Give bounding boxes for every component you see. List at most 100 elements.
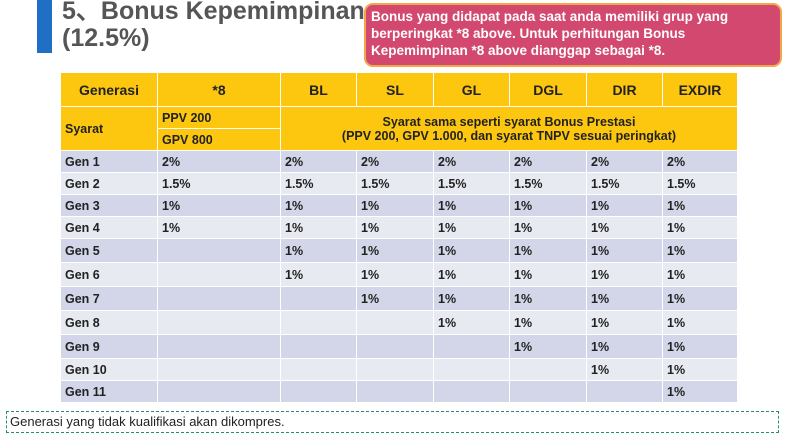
table-row: Gen 2 1.5% 1.5% 1.5% 1.5% 1.5% 1.5% 1.5% [60, 172, 738, 195]
column-header: DIR [586, 72, 663, 107]
table-cell: 1% [662, 262, 738, 287]
table-cell: 1% [509, 194, 587, 217]
row-label: Gen 2 [60, 172, 158, 195]
table-cell [157, 358, 281, 381]
table-cell: 1% [662, 380, 738, 403]
table-cell: 1.5% [280, 172, 357, 195]
column-header: GL [433, 72, 510, 107]
syarat-gpv: GPV 800 [157, 128, 281, 151]
table-cell: 1% [280, 194, 357, 217]
table-cell [280, 286, 357, 311]
table-cell: 2% [356, 150, 434, 173]
table-cell: 1% [662, 216, 738, 239]
table-cell: 2% [157, 150, 281, 173]
row-label: Gen 6 [60, 262, 158, 287]
table-row: Gen 8 1% 1% 1% 1% [60, 310, 738, 335]
table-cell: 1% [509, 238, 587, 263]
table-cell: 1% [433, 310, 510, 335]
footer-note: Generasi yang tidak kualifikasi akan dik… [6, 411, 779, 433]
table-cell: 1.5% [662, 172, 738, 195]
table-cell [280, 380, 357, 403]
title-accent-bar [37, 0, 52, 53]
table-cell: 1% [662, 286, 738, 311]
table-cell: 1% [509, 286, 587, 311]
table-cell [433, 380, 510, 403]
table-cell: 1% [509, 216, 587, 239]
table-cell: 2% [280, 150, 357, 173]
table-cell: 1.5% [586, 172, 663, 195]
table-cell: 1% [586, 216, 663, 239]
table-row: Gen 5 1% 1% 1% 1% 1% 1% [60, 238, 738, 263]
table-cell: 1% [433, 238, 510, 263]
table-cell [586, 380, 663, 403]
table-cell: 1% [356, 238, 434, 263]
syarat-label: Syarat [60, 106, 158, 151]
table-cell: 1% [356, 216, 434, 239]
table-cell: 1% [586, 286, 663, 311]
table-cell: 1.5% [509, 172, 587, 195]
table-cell: 1% [586, 262, 663, 287]
table-cell: 1% [509, 262, 587, 287]
syarat-note: Syarat sama seperti syarat Bonus Prestas… [280, 106, 738, 151]
column-header: BL [280, 72, 357, 107]
table-row: Gen 6 1% 1% 1% 1% 1% 1% [60, 262, 738, 287]
column-header: DGL [509, 72, 587, 107]
table-cell: 2% [586, 150, 663, 173]
row-label: Gen 1 [60, 150, 158, 173]
table-cell [280, 358, 357, 381]
table-cell: 1% [433, 262, 510, 287]
table-cell: 1% [586, 238, 663, 263]
bonus-table: Generasi *8 BL SL GL DGL DIR EXDIR Syarat PPV 2… [60, 72, 738, 403]
row-label: Gen 4 [60, 216, 158, 239]
table-cell [157, 380, 281, 403]
header-row: Generasi *8 BL SL GL DGL DIR EXDIR [60, 72, 738, 107]
table-cell: 1% [157, 194, 281, 217]
table-cell [356, 334, 434, 359]
row-label: Gen 9 [60, 334, 158, 359]
row-label: Gen 5 [60, 238, 158, 263]
table-cell: 1% [662, 334, 738, 359]
column-header: SL [356, 72, 434, 107]
table-cell: 1% [280, 216, 357, 239]
table-cell: 1% [662, 358, 738, 381]
page-title: 5、Bonus Kepemimpinan (12.5%) [62, 0, 365, 52]
table-cell [280, 310, 357, 335]
table-cell [157, 334, 281, 359]
table-cell: 1% [356, 194, 434, 217]
table-cell [157, 238, 281, 263]
table-cell: 1.5% [157, 172, 281, 195]
table-row: Gen 11 1% [60, 380, 738, 403]
table-cell: 1% [509, 334, 587, 359]
table-cell: 1.5% [433, 172, 510, 195]
row-label: Gen 11 [60, 380, 158, 403]
syarat-row: Syarat PPV 200 Syarat sama seperti syara… [60, 106, 738, 151]
table-cell: 2% [433, 150, 510, 173]
callout-note: Bonus yang didapat pada saat anda memili… [364, 3, 782, 67]
table-row: Gen 3 1% 1% 1% 1% 1% 1% 1% [60, 194, 738, 217]
table-cell: 2% [509, 150, 587, 173]
table-cell: 1% [662, 194, 738, 217]
syarat-ppv: PPV 200 [157, 106, 281, 129]
table-cell [157, 310, 281, 335]
syarat-row-2: GPV 800 [61, 128, 738, 151]
table-cell: 1% [662, 238, 738, 263]
column-header: EXDIR [662, 72, 738, 107]
table-row: Gen 4 1% 1% 1% 1% 1% 1% 1% [60, 216, 738, 239]
table-cell: 1% [280, 238, 357, 263]
table-cell: 1% [157, 216, 281, 239]
table-cell [356, 310, 434, 335]
table-row: Gen 9 1% 1% 1% [60, 334, 738, 359]
row-label: Gen 3 [60, 194, 158, 217]
table-cell: 1% [509, 310, 587, 335]
table-cell [356, 358, 434, 381]
table-cell: 1.5% [356, 172, 434, 195]
table-row: Gen 10 1% 1% [60, 358, 738, 381]
table-cell: 1% [433, 194, 510, 217]
table-cell: 1% [586, 310, 663, 335]
row-label: Gen 8 [60, 310, 158, 335]
table-cell [433, 358, 510, 381]
column-header: *8 [157, 72, 281, 107]
table-cell: 1% [586, 334, 663, 359]
table-cell: 1% [280, 262, 357, 287]
table-cell: 2% [662, 150, 738, 173]
